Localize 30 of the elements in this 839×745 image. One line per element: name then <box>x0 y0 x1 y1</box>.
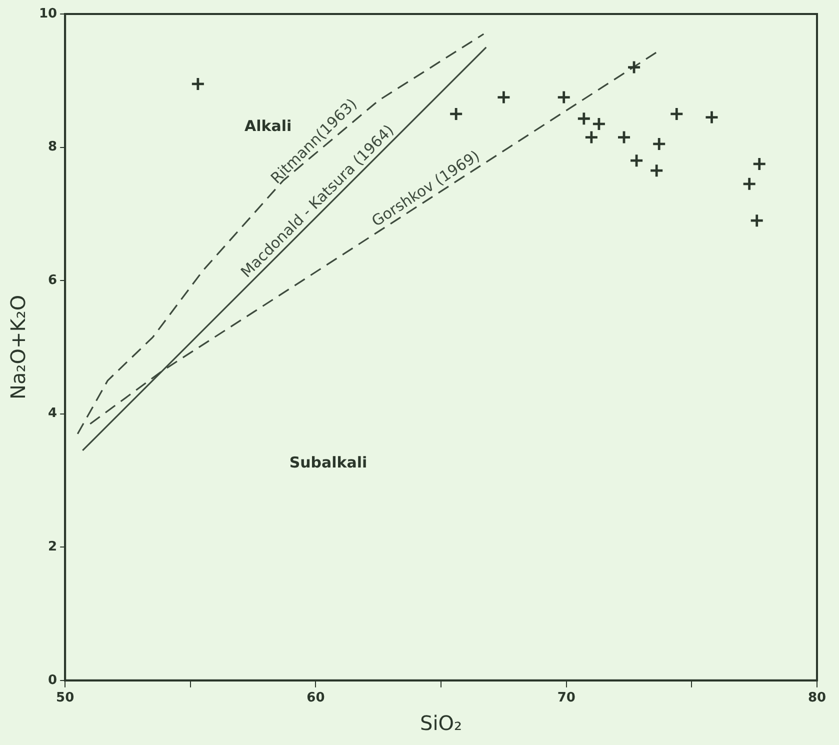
point <box>750 213 764 228</box>
point <box>652 136 666 152</box>
point <box>704 110 719 124</box>
point <box>496 90 511 104</box>
y-tick-label: 4 <box>48 406 58 422</box>
point <box>190 76 206 92</box>
point <box>576 111 592 126</box>
y-tick-label: 6 <box>48 272 58 288</box>
x-axis-title: SiO₂ <box>420 711 462 736</box>
y-tick-label: 0 <box>48 672 58 688</box>
point <box>616 130 632 144</box>
point <box>669 106 684 122</box>
point <box>556 90 572 104</box>
point <box>752 156 767 172</box>
y-tick-label: 2 <box>48 539 58 554</box>
point <box>626 60 642 75</box>
point <box>448 106 464 122</box>
y-tick-label: 10 <box>38 6 58 22</box>
point <box>584 130 599 144</box>
x-tick-label: 70 <box>557 690 576 706</box>
point <box>742 176 757 192</box>
y-tick-label: 8 <box>48 140 58 155</box>
y-axis-title: Na₂O+K₂O <box>6 294 30 400</box>
annotation: Subalkali <box>289 454 368 472</box>
point <box>629 153 644 168</box>
x-tick-label: 80 <box>808 690 826 706</box>
point <box>592 116 606 132</box>
x-tick-label: 60 <box>306 690 325 706</box>
x-tick-label: 50 <box>56 690 74 706</box>
point <box>649 163 664 178</box>
